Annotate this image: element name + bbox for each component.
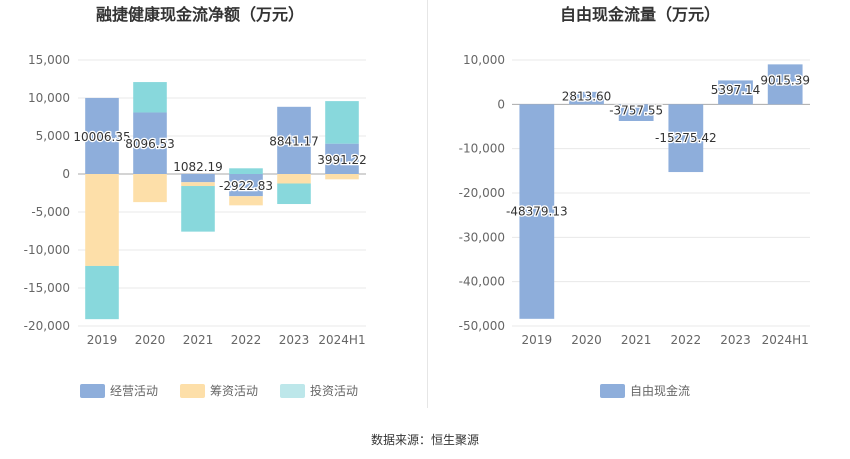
data-label: 9015.39 (760, 73, 810, 87)
panel-divider (427, 0, 428, 408)
x-tick-label: 2019 (87, 333, 118, 347)
y-tick-label: -5,000 (31, 205, 70, 219)
bar-投资活动-2023 (277, 183, 311, 205)
bar-自由现金流-2023 (718, 80, 753, 105)
y-tick-label: -50,000 (459, 319, 505, 333)
bar-筹资活动-2021 (181, 182, 215, 187)
bar-自由现金流-2024H1 (767, 64, 803, 105)
y-tick-label: -20,000 (24, 319, 70, 333)
bar-筹资活动-2024H1 (325, 174, 359, 180)
x-tick-label: 2021 (621, 333, 652, 347)
bar-自由现金流-2022 (668, 104, 704, 173)
legend-swatch (280, 384, 305, 398)
data-label: -3757.55 (609, 103, 663, 117)
legend-swatch (180, 384, 205, 398)
data-label: 3991.22 (317, 153, 367, 167)
chart-panel-1: 融捷健康现金流净额（万元） 15,000 10,000 5,000 0 -5,000 -10… (24, 5, 368, 398)
bar-投资活动-2022 (229, 168, 263, 174)
y-tick-label: -15,000 (24, 281, 70, 295)
bar-经营活动-2024H1 (325, 143, 359, 174)
legend-swatch (600, 384, 625, 398)
y-tick-label: -10,000 (459, 142, 505, 156)
bar-筹资活动-2023 (277, 174, 311, 184)
bar-经营活动-2021 (181, 174, 215, 183)
chart-panel-2: 自由现金流量（万元）10,0000-10,000-20,000-30,000-4… (459, 5, 811, 398)
y-tick-label: -20,000 (459, 186, 505, 200)
y-tick-label: 0 (62, 167, 70, 181)
x-tick-label: 2020 (571, 333, 602, 347)
data-label: -2922.83 (219, 179, 273, 193)
y-tick-label: -30,000 (459, 230, 505, 244)
legend-label: 投资活动 (310, 383, 358, 398)
y-tick-label: 5,000 (36, 129, 70, 143)
x-tick-label: 2019 (522, 333, 553, 347)
bar-经营活动-2022 (229, 174, 263, 197)
x-tick-label: 2022 (231, 333, 262, 347)
data-label: 10006.35 (73, 130, 130, 144)
data-label: -48379.13 (506, 205, 568, 219)
y-tick-label: -10,000 (24, 243, 70, 257)
legend-label: 自由现金流 (630, 383, 690, 398)
x-tick-label: 2023 (720, 333, 751, 347)
data-label: 8841.17 (269, 134, 319, 148)
bar-自由现金流-2021 (618, 104, 654, 121)
x-tick-label: 2024H1 (318, 333, 365, 347)
x-tick-label: 2023 (279, 333, 310, 347)
data-label: 5397.14 (711, 83, 761, 97)
bar-筹资活动-2019 (85, 174, 119, 266)
x-tick-label: 2020 (135, 333, 166, 347)
bar-自由现金流-2019 (519, 104, 555, 319)
data-label: -15275.42 (655, 131, 717, 145)
data-label: 1082.19 (173, 160, 223, 174)
legend-label: 经营活动 (110, 384, 158, 398)
bar-投资活动-2021 (181, 186, 215, 232)
x-tick-label: 2022 (671, 333, 702, 347)
x-tick-label: 2024H1 (762, 333, 809, 347)
bar-筹资活动-2020 (133, 174, 167, 203)
bar-筹资活动-2022 (229, 196, 263, 206)
y-tick-label: 0 (497, 97, 505, 111)
chart-title: 融捷健康现金流净额（万元） (96, 5, 304, 24)
y-tick-label: -40,000 (459, 275, 505, 289)
data-source-text: 数据来源：恒生聚源 (370, 433, 479, 447)
chart-title: 自由现金流量（万元） (560, 5, 720, 24)
bar-投资活动-2024H1 (325, 101, 359, 144)
bar-经营活动-2019 (85, 97, 119, 174)
legend-label: 筹资活动 (210, 384, 258, 398)
bar-自由现金流-2020 (569, 91, 604, 105)
x-tick-label: 2021 (183, 333, 214, 347)
data-label: 2813.60 (562, 89, 612, 103)
y-tick-label: 10,000 (463, 53, 505, 67)
data-label: 8096.53 (125, 137, 175, 151)
legend-swatch (80, 384, 105, 398)
y-tick-label: 15,000 (28, 53, 70, 67)
y-tick-label: 10,000 (28, 91, 70, 105)
bar-经营活动-2023 (277, 106, 311, 174)
bar-投资活动-2020 (133, 82, 167, 113)
bar-投资活动-2019 (85, 265, 119, 320)
bar-经营活动-2020 (133, 112, 167, 174)
